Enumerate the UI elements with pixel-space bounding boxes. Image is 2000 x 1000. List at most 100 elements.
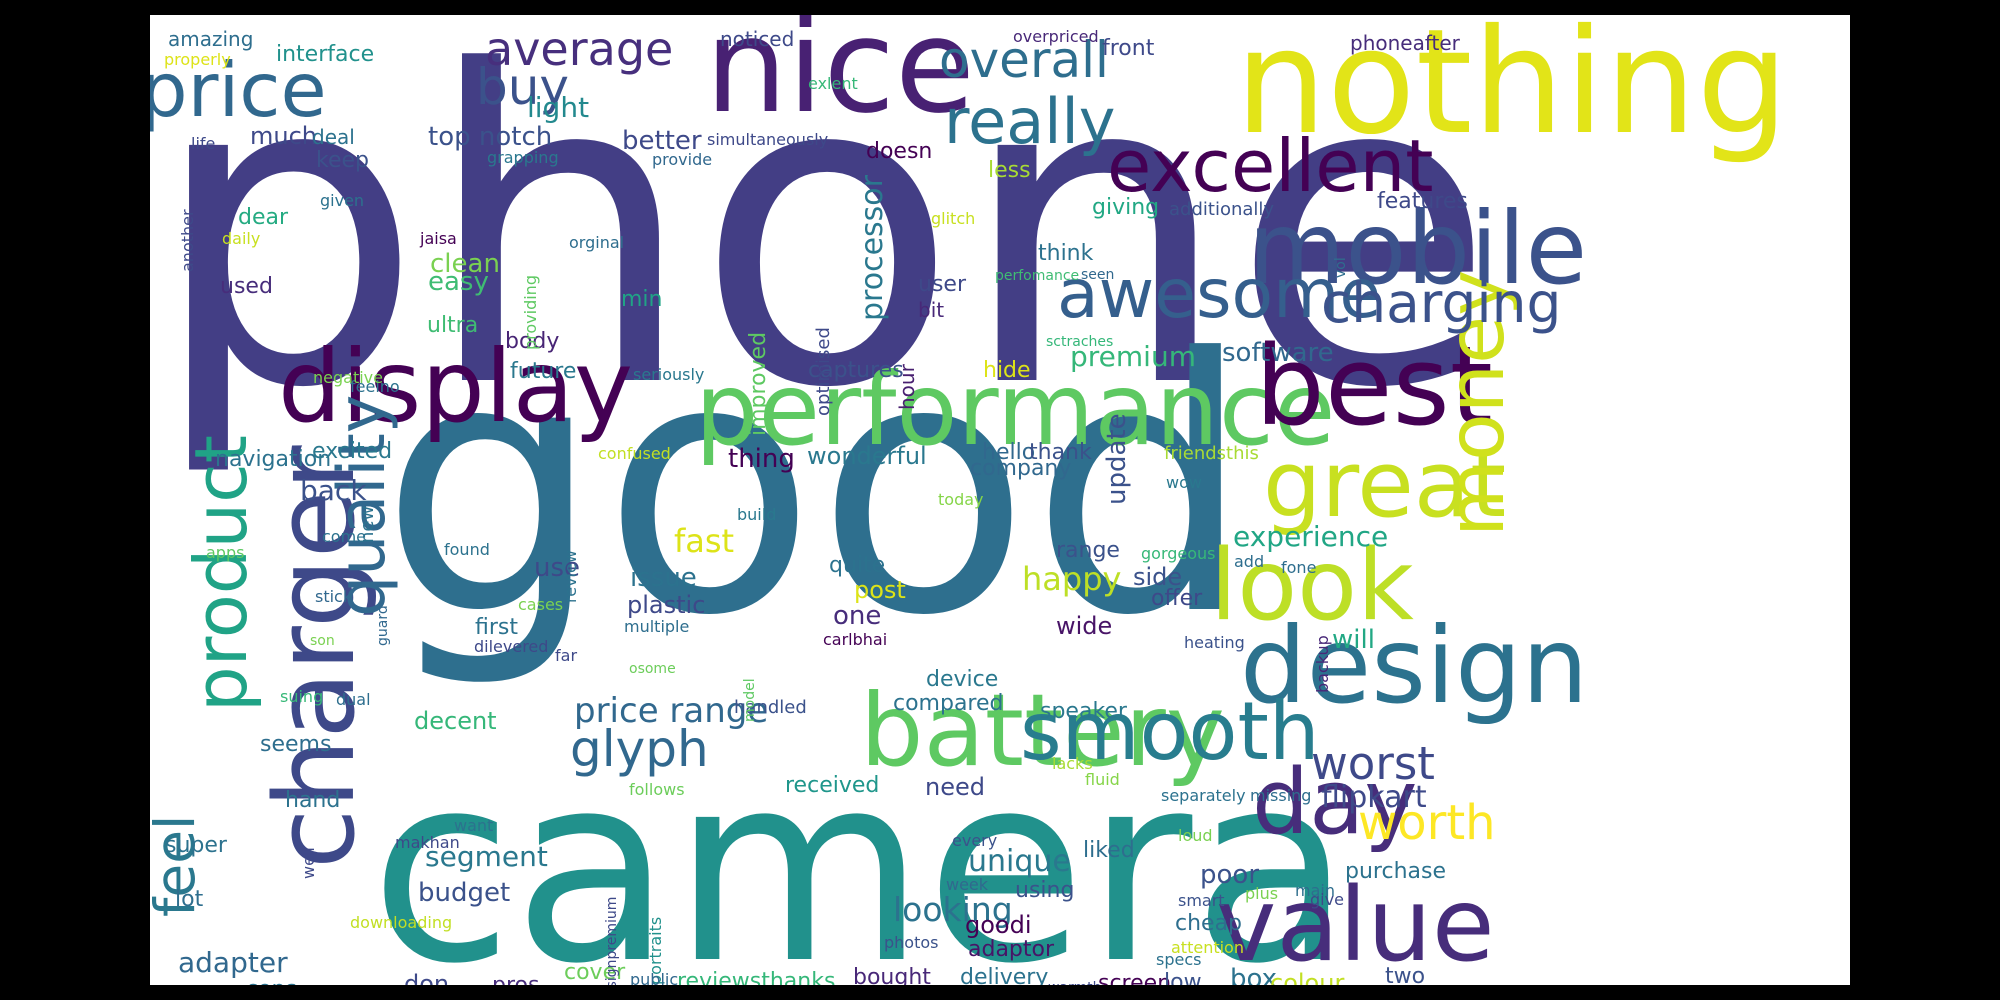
word-fluid: fluid [1085,772,1120,788]
word-glyph: glyph [570,724,709,774]
word-cheap: cheap [1175,913,1242,935]
word-liked: liked [1083,840,1135,862]
word-apps: apps [206,545,244,561]
word-heating: heating [1184,635,1245,651]
word-don: don [404,972,449,985]
word-fone: fone [1281,560,1316,576]
word-bought: bought [853,967,931,985]
word-think: think [1038,243,1093,265]
word-min: min [621,289,663,311]
word-photos: photos [884,935,938,951]
word-reviewsthanks: reviewsthanks [677,971,835,985]
word-friendsthis: friendsthis [1164,445,1259,463]
word-stick: stick [315,589,352,605]
word-orginal: orginal [569,235,624,251]
word-smart: smart [1178,893,1225,909]
word-product: product [185,435,257,712]
word-wide: wide [1056,614,1112,638]
word-cases: cases [518,597,563,613]
word-osome: osome [629,662,676,676]
word-dear: dear [238,207,288,229]
word-daily: daily [222,231,260,247]
word-missing: missing [1250,788,1311,804]
word-vol: vol [1334,257,1348,278]
word-goodi: goodi [965,913,1032,937]
word-provide: provide [652,152,712,168]
word-specs: specs [1156,952,1201,968]
word-front: front [1102,38,1154,60]
word-want: want [454,818,493,834]
word-device: device [926,669,998,691]
word-hand: hand [285,790,340,812]
word-downloading: downloading [350,915,452,931]
word-unique: unique [968,847,1071,877]
word-every: every [952,833,997,849]
word-improved: improved [748,332,770,436]
word-model: model [743,678,757,722]
word-purchase: purchase [1345,861,1446,883]
word-processor: processor [858,175,888,321]
word-gorgeous: gorgeous [1141,546,1216,562]
word-exlent: exlent [808,76,858,92]
word-sctraches: sctraches [1046,335,1113,349]
word-post: post [854,578,906,602]
word-features: features [1377,191,1468,213]
word-speaker: speaker [1040,701,1127,723]
word-happy: happy [1022,563,1121,595]
word-adapter: adapter [178,949,288,977]
word-wonderful: wonderful [807,444,927,468]
word-delivery: delivery [960,967,1048,985]
word-providing: providing [523,275,539,350]
word-wow: wow [1166,475,1202,491]
word-given: given [320,193,364,209]
word-future: future [510,361,576,383]
word-give: give [1310,892,1344,908]
word-thank: thank [1029,442,1092,464]
word-carlbhai: carlbhai [823,632,887,648]
word-used: used [220,276,273,298]
word-decent: decent [414,709,497,733]
word-thing: thing [728,446,795,472]
word-seriously: seriously [633,367,704,383]
word-giving: giving [1092,197,1159,219]
word-today: today [938,492,984,508]
word-simultaneously: simultaneously [707,132,828,148]
word-budget: budget [418,880,510,906]
word-adaptor: adaptor [968,939,1054,961]
word-amazing: amazing [168,29,253,49]
word-designpremium: designpremium [605,897,619,985]
word-low: low [1164,972,1202,985]
word-follows: follows [629,782,685,798]
word-warmth: warmth [1048,981,1102,985]
word-add: add [1234,554,1264,570]
word-less: less [988,160,1031,182]
word-jaisa: jaisa [420,231,457,247]
word-properly: properly [164,52,231,68]
word-dilevered: dilevered [474,639,548,655]
word-first: first [475,617,518,639]
word-son: son [310,634,335,648]
word-quite: quite [829,555,885,577]
word-glitch: glitch [931,211,975,227]
word-really: really [944,91,1115,153]
word-confused: confused [598,446,671,462]
word-backup: backup [1315,635,1331,693]
word-another: another [180,209,196,272]
word-noticed: noticed [720,29,794,49]
word-colour: colour [1270,971,1344,985]
word-additionally: additionally [1169,201,1274,219]
word-ultra: ultra [427,315,478,337]
word-using: using [1015,880,1074,902]
word-flipkart: flipkart [1321,783,1427,813]
word-multiple: multiple [624,619,689,635]
word-far: far [555,648,577,664]
word-range: range [1056,540,1120,562]
word-update: update [1104,413,1130,505]
word-plastic: plastic [627,593,705,617]
word-hello: hello [982,442,1035,464]
word-guard: guard [376,605,390,646]
word-perfomance: perfomance [995,269,1079,283]
word-separately: separately [1161,788,1246,804]
word-review: review [563,550,579,603]
word-plus: plus [1245,886,1278,902]
